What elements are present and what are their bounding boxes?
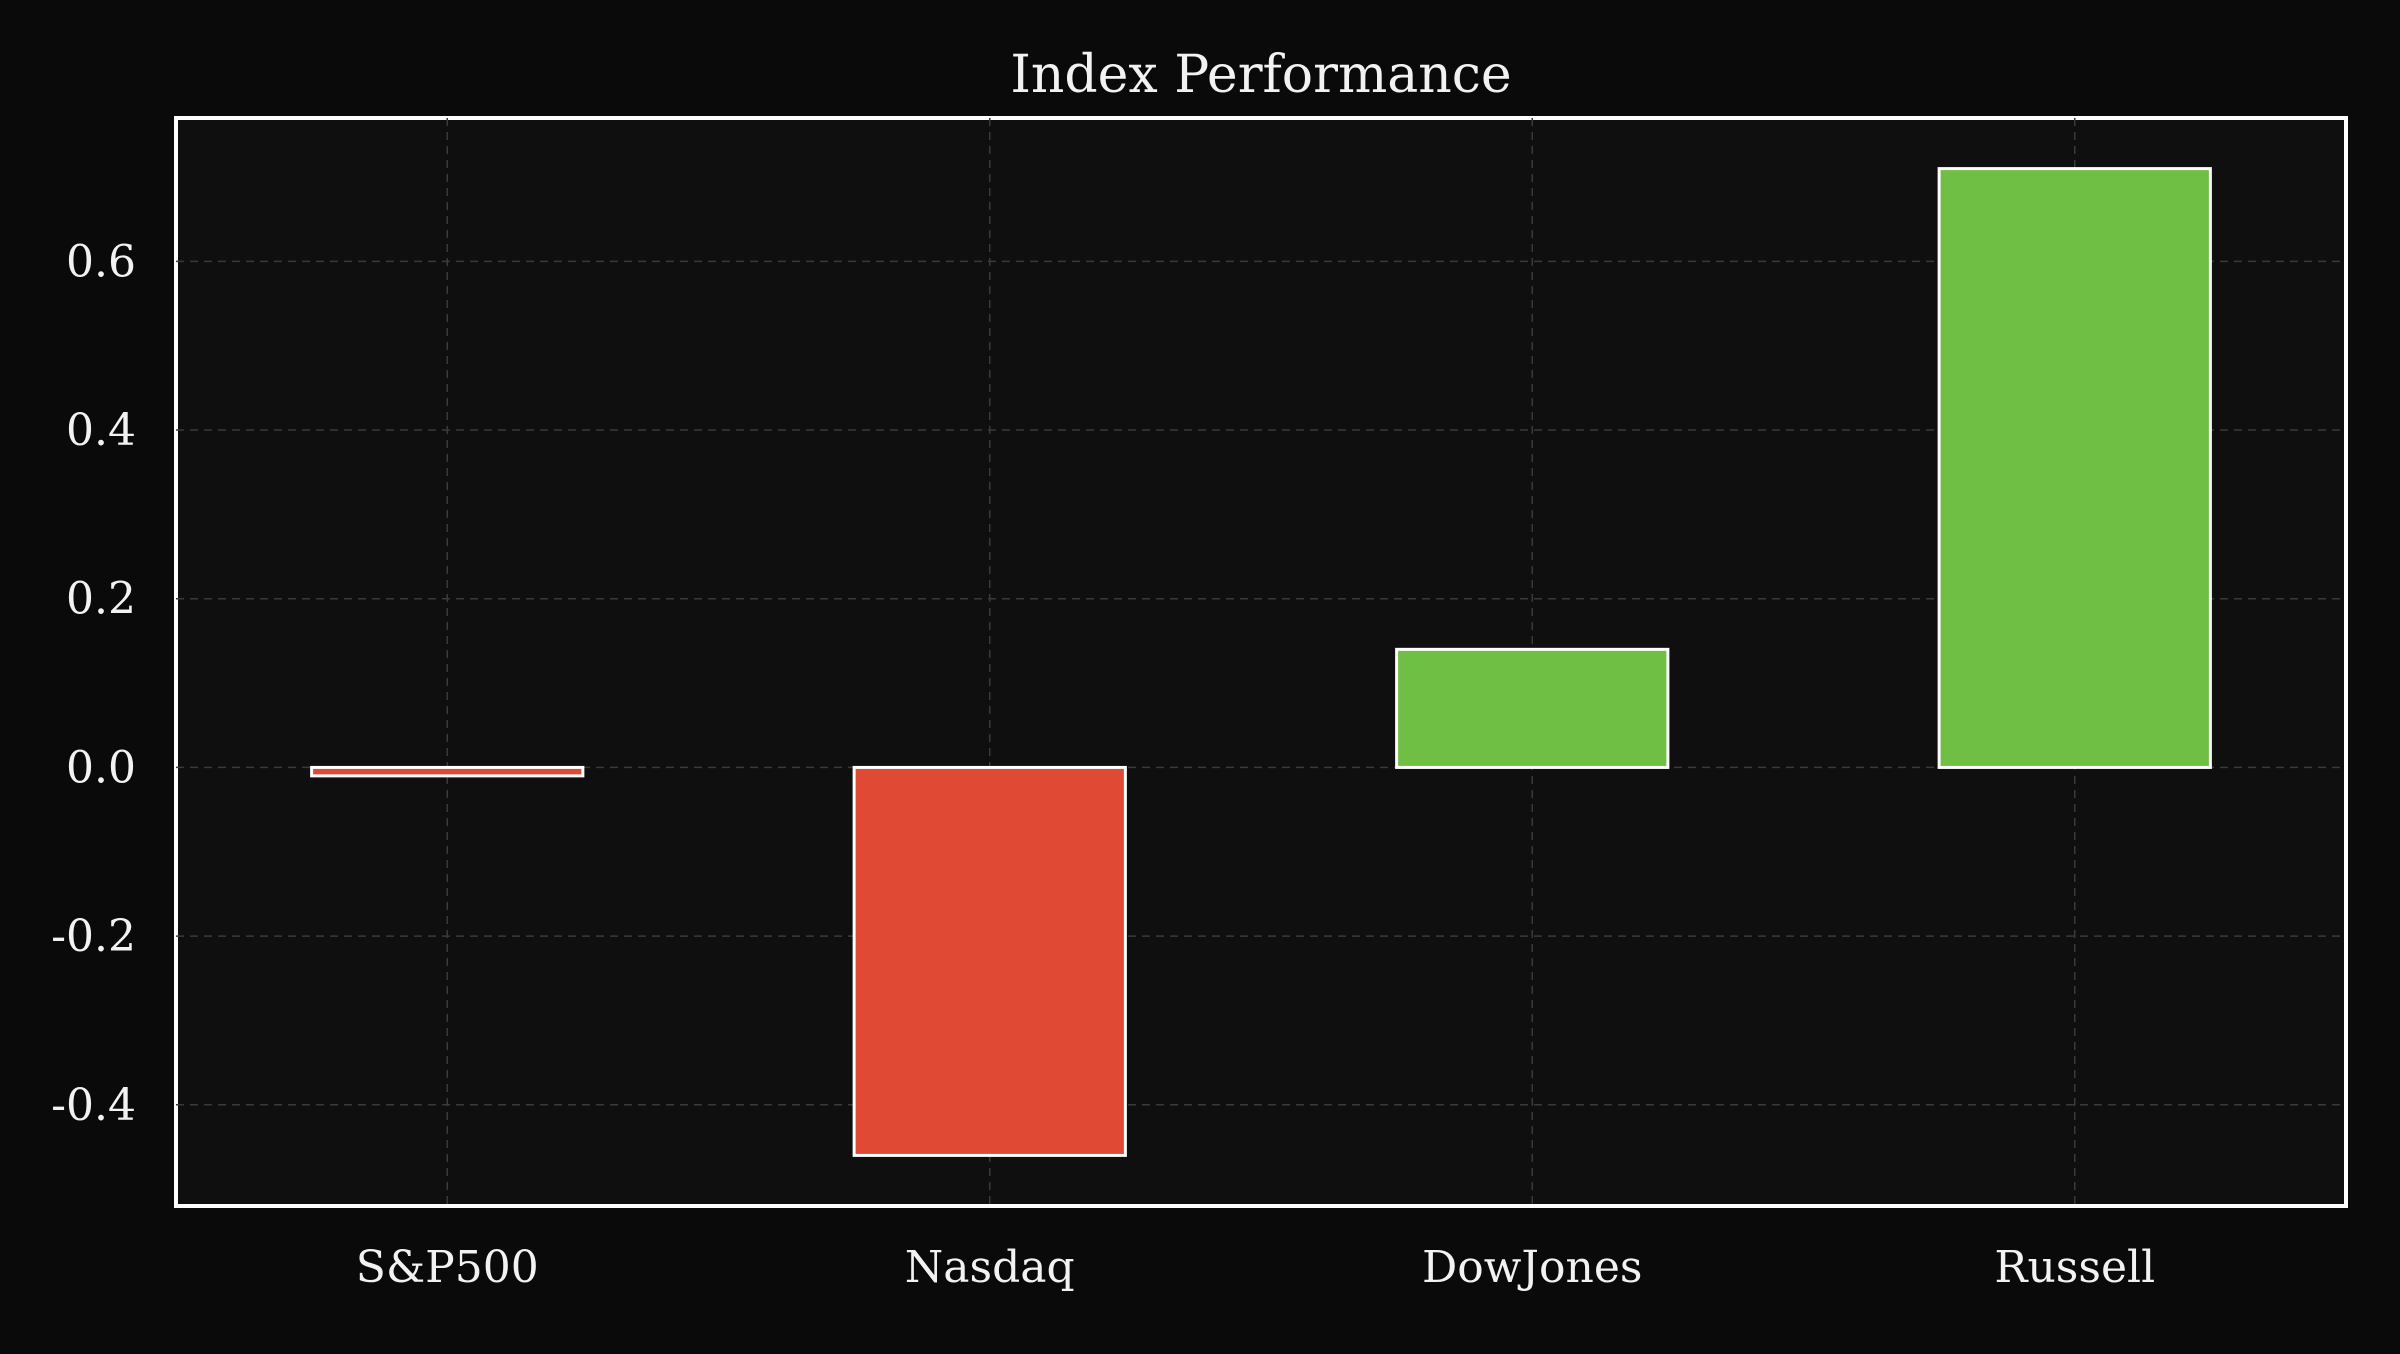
bars — [310, 167, 2212, 1157]
x-tick-label: S&P500 — [356, 1242, 539, 1293]
bar-dowjones — [1395, 647, 1670, 769]
y-tick-label: 0.2 — [66, 574, 136, 625]
x-axis-tick-labels: S&P500 Nasdaq DowJones Russell — [356, 1242, 2155, 1293]
y-axis-tick-labels: -0.4 -0.2 0.0 0.2 0.4 0.6 — [51, 236, 136, 1130]
y-tick-label: 0.4 — [66, 405, 136, 456]
bar-s-p500 — [310, 765, 585, 778]
y-tick-label: -0.2 — [51, 911, 136, 962]
bar-nasdaq — [852, 765, 1127, 1157]
y-tick-label: -0.4 — [51, 1080, 136, 1131]
y-tick-label: 0.6 — [66, 236, 136, 287]
y-tick-label: 0.0 — [66, 742, 136, 793]
x-tick-label: Nasdaq — [905, 1242, 1075, 1293]
bar-russell — [1937, 167, 2212, 769]
x-tick-label: DowJones — [1422, 1242, 1643, 1293]
x-tick-label: Russell — [1994, 1242, 2155, 1293]
chart-title: Index Performance — [1010, 45, 1511, 105]
